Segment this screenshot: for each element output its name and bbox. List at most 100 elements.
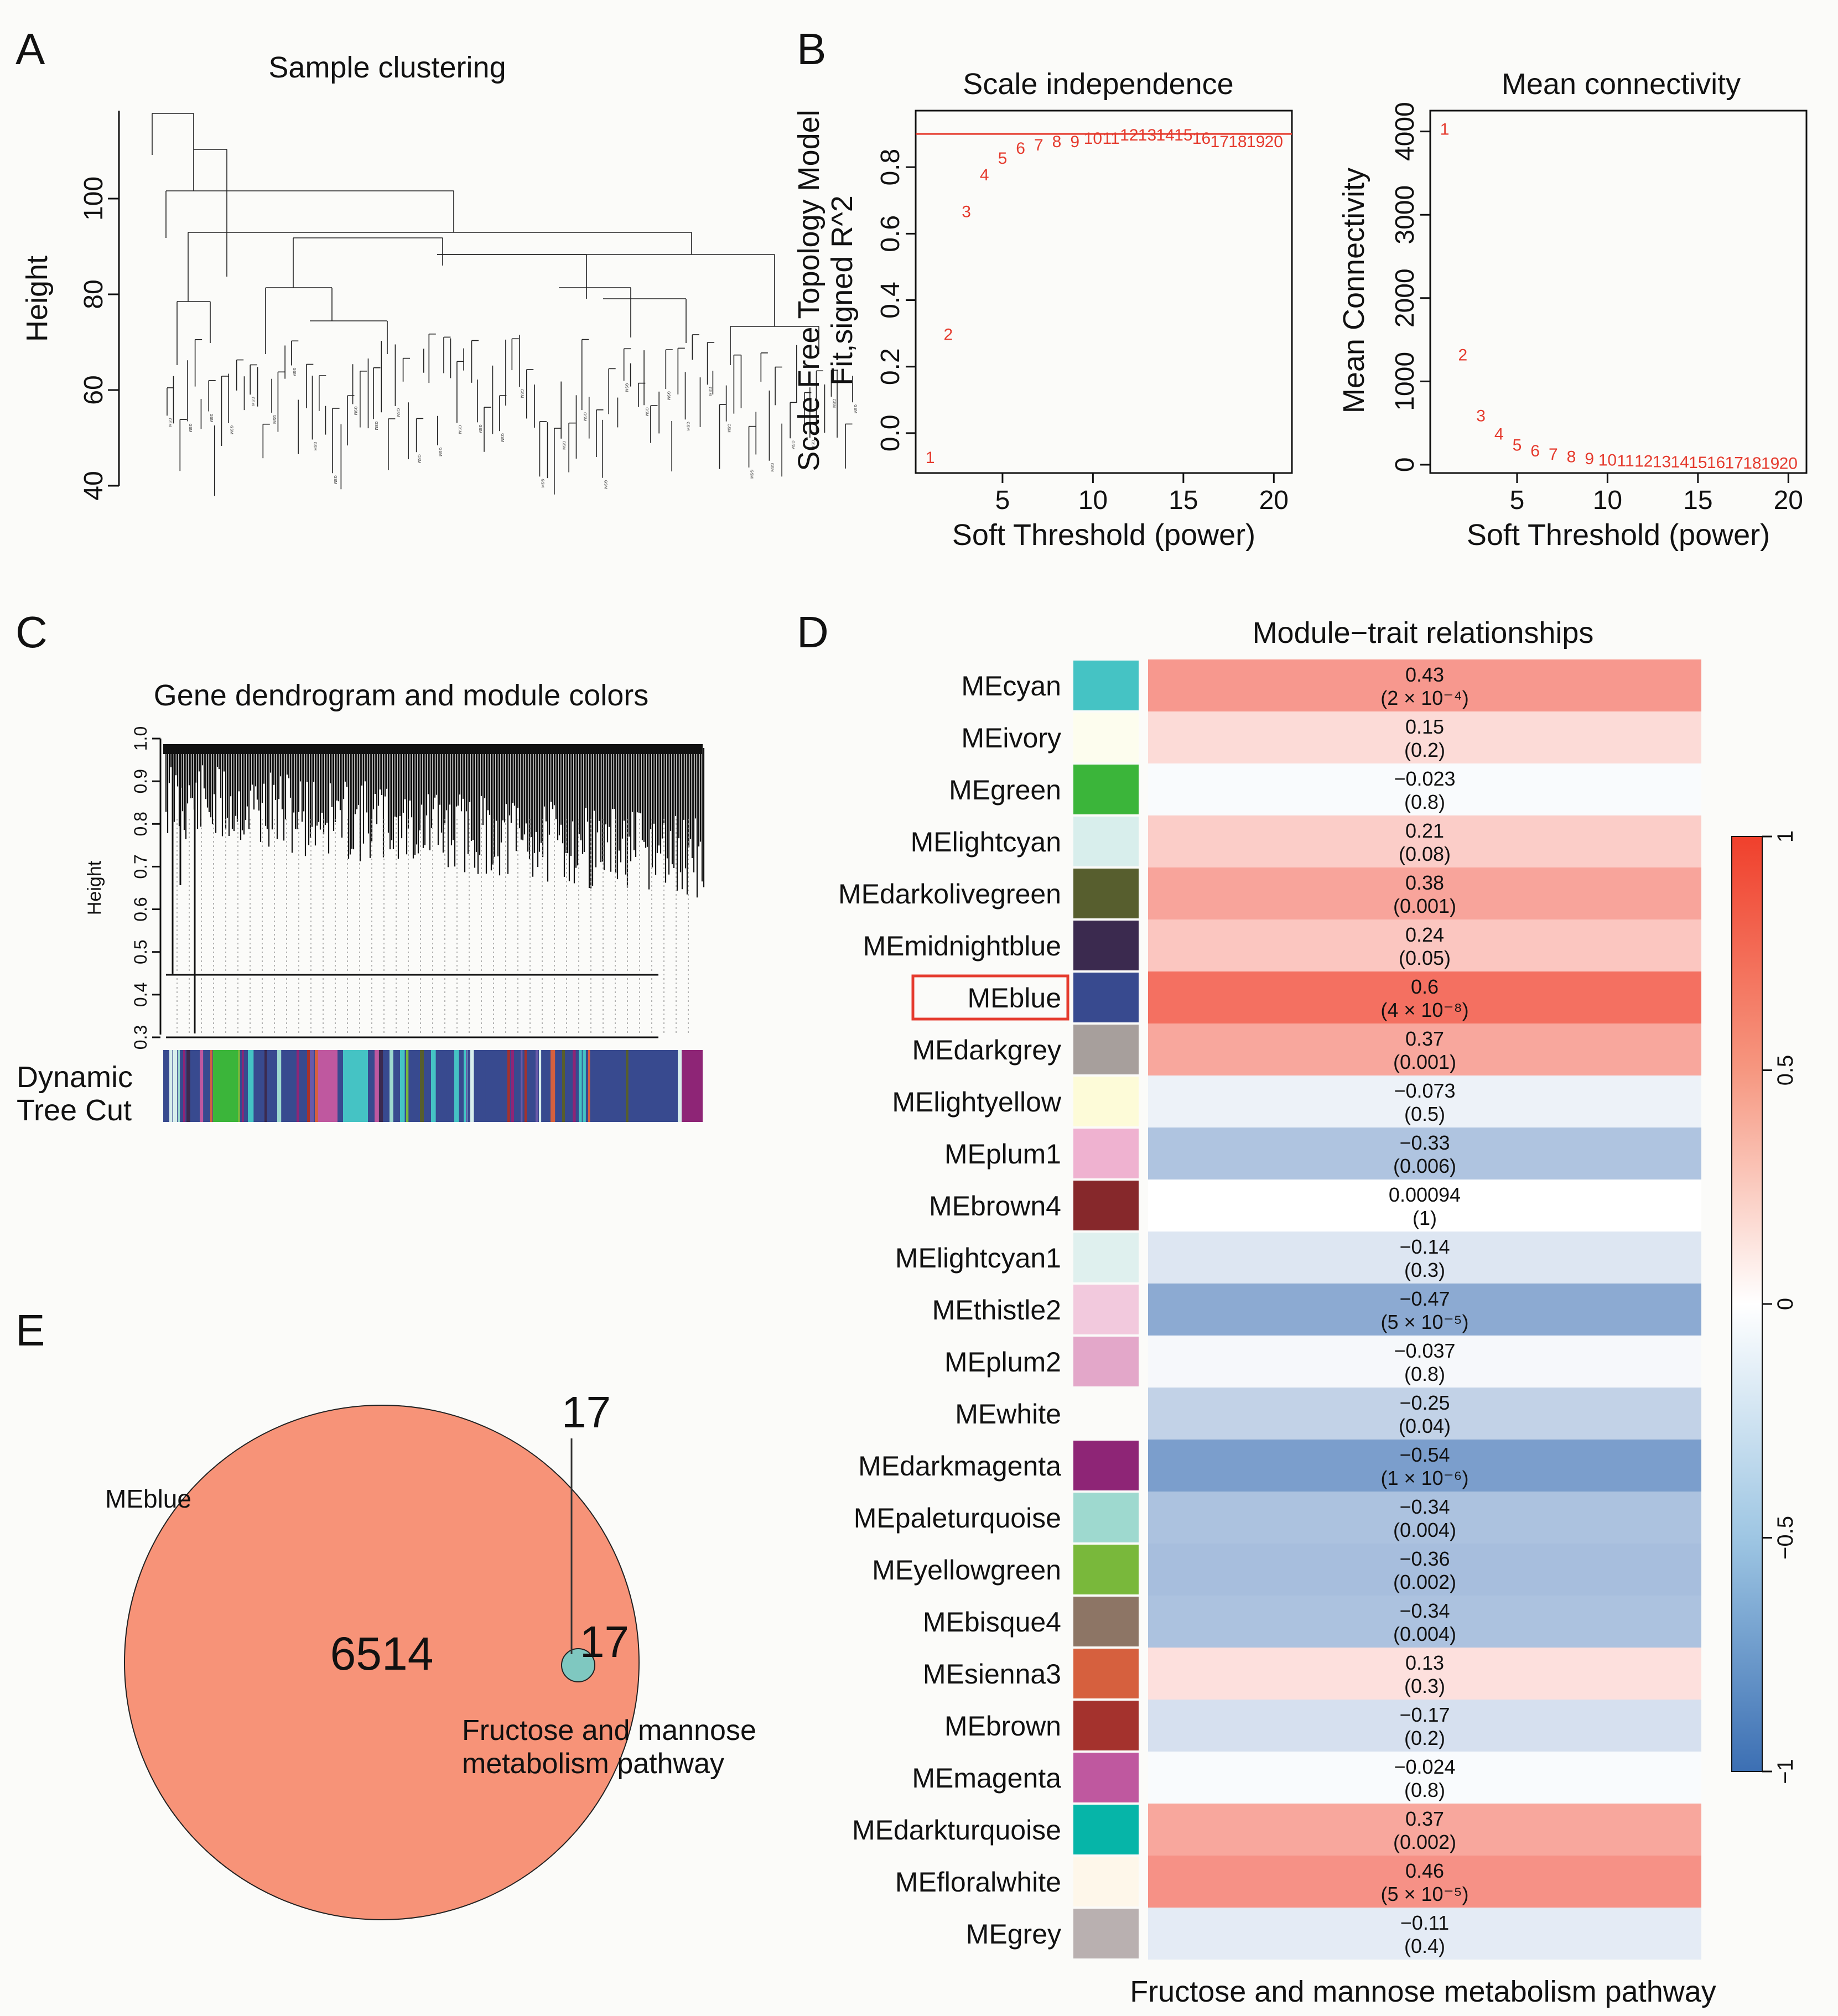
module-color-strip xyxy=(379,1050,383,1122)
power-point: 12 xyxy=(1634,453,1653,471)
correlation-value: 0.37 xyxy=(1405,1027,1444,1050)
scale-independence-title: Scale independence xyxy=(963,67,1233,101)
p-value: (5 × 10⁻⁵) xyxy=(1381,1311,1469,1333)
power-point: 13 xyxy=(1653,453,1671,471)
panel-a-tick-label: 60 xyxy=(79,375,108,404)
power-point: 3 xyxy=(962,202,971,221)
panel-a-tick-label: 80 xyxy=(79,279,108,309)
y-tick-label: 0.4 xyxy=(876,282,905,319)
module-color-strip xyxy=(562,1050,567,1122)
venn-label-meblue: MEblue xyxy=(105,1484,191,1513)
panel-c-tick-label: 0.6 xyxy=(131,897,150,921)
module-label: MEplum1 xyxy=(944,1139,1061,1170)
correlation-value: 0.38 xyxy=(1405,871,1444,894)
module-color-swatch xyxy=(1073,1077,1139,1126)
module-color-swatch xyxy=(1073,1181,1139,1230)
module-color-strip xyxy=(259,1050,263,1122)
correlation-value: −0.024 xyxy=(1394,1755,1455,1778)
panel-letter-d: D xyxy=(797,607,829,657)
power-point: 20 xyxy=(1265,133,1283,151)
sample-leaf-label: GSM xyxy=(770,463,773,472)
module-color-strip xyxy=(551,1050,555,1122)
module-color-swatch xyxy=(1073,1805,1139,1854)
power-point: 2 xyxy=(1458,346,1468,365)
heatmap-cell xyxy=(1148,659,1701,711)
power-point: 1 xyxy=(926,449,935,467)
power-point: 15 xyxy=(1174,126,1192,144)
panel-letter-a: A xyxy=(15,24,45,74)
power-point: 8 xyxy=(1567,448,1576,466)
legend-ticks: 1 0.5 0 −0.5 −1 xyxy=(1762,830,1798,1784)
panel-c-tick-label: 0.3 xyxy=(131,1025,150,1049)
panel-c-tick-label: 0.8 xyxy=(131,812,150,836)
module-color-strip xyxy=(454,1050,459,1122)
correlation-value: 0.13 xyxy=(1405,1651,1444,1674)
venn-count-fructose: 17 xyxy=(580,1617,629,1666)
heatmap-cell xyxy=(1148,1388,1701,1440)
p-value: (0.2) xyxy=(1404,1727,1445,1749)
module-color-strip xyxy=(507,1050,510,1122)
correlation-value: −0.33 xyxy=(1399,1131,1450,1154)
p-value: (0.3) xyxy=(1404,1259,1445,1281)
module-color-strip xyxy=(621,1050,625,1122)
heatmap-cell xyxy=(1148,1180,1701,1232)
module-color-strip xyxy=(464,1050,468,1122)
module-color-swatch xyxy=(1073,661,1139,710)
correlation-value: 0.43 xyxy=(1405,663,1444,686)
y-tick-label: 0.8 xyxy=(876,149,905,186)
module-label: MEcyan xyxy=(961,671,1061,702)
module-color-swatch xyxy=(1073,1909,1139,1958)
p-value: (0.2) xyxy=(1404,739,1445,761)
heatmap-cell xyxy=(1148,1075,1701,1127)
heatmap-title: Module−trait relationships xyxy=(1253,616,1594,650)
module-label: MEmagenta xyxy=(912,1763,1061,1794)
y-tick-label: 0.6 xyxy=(876,215,905,252)
panel-c-tick-label: 0.4 xyxy=(131,983,150,1007)
module-color-swatch xyxy=(1073,1493,1139,1542)
heatmap-cell xyxy=(1148,1492,1701,1544)
heatmap-cell xyxy=(1148,1023,1701,1075)
p-value: (5 × 10⁻⁵) xyxy=(1381,1883,1469,1905)
power-point: 19 xyxy=(1761,454,1779,472)
sample-leaf-label: GSM xyxy=(417,454,421,463)
correlation-value: 0.24 xyxy=(1405,923,1444,946)
module-color-swatch xyxy=(1073,973,1139,1022)
mean-connectivity-ylabel: Mean Connectivity xyxy=(1337,168,1370,413)
x-tick-label: 10 xyxy=(1078,486,1108,515)
module-color-swatch xyxy=(1073,713,1139,762)
module-color-strip xyxy=(678,1050,682,1122)
p-value: (0.05) xyxy=(1399,947,1451,969)
module-block-darkmagenta xyxy=(682,1050,703,1122)
sample-leaf-label: GSM xyxy=(853,404,857,413)
power-point: 17 xyxy=(1211,133,1229,151)
sample-leaf-label: GSM xyxy=(209,414,213,423)
sample-leaf-label: GSM xyxy=(333,475,337,484)
panel-a-tick-label: 40 xyxy=(79,471,108,500)
power-point: 6 xyxy=(1530,442,1540,460)
power-point: 9 xyxy=(1070,133,1079,151)
panel-c-tick-label: 0.5 xyxy=(131,939,150,964)
module-color-swatch xyxy=(1073,1285,1139,1334)
module-color-swatch xyxy=(1073,869,1139,918)
sample-leaf-label: GSM xyxy=(791,440,795,449)
heatmap-cell xyxy=(1148,1127,1701,1180)
module-color-strip xyxy=(481,1050,486,1122)
module-label: MEbrown xyxy=(944,1711,1061,1742)
module-color-strip xyxy=(527,1050,529,1122)
sample-leaf-label: GSM xyxy=(811,440,814,449)
scale-independence-axes: 0.00.20.40.60.85 10 15 20 xyxy=(876,149,1289,515)
module-color-strip xyxy=(400,1050,405,1122)
module-color-strip xyxy=(420,1050,424,1122)
power-point: 5 xyxy=(998,149,1008,168)
module-label: MElightcyan1 xyxy=(895,1243,1061,1274)
power-point: 1 xyxy=(1440,121,1450,139)
sample-leaf-label: GSM xyxy=(478,424,482,433)
sample-leaf-label: GSM xyxy=(520,389,524,398)
y-tick-label: 2000 xyxy=(1390,268,1420,328)
sample-leaf-label: GSM xyxy=(168,418,172,427)
sample-leaf-label: GSM xyxy=(540,479,544,487)
module-label: MEbisque4 xyxy=(923,1607,1061,1638)
scale-independence-ylabel-1: Scale Free Topology Model xyxy=(792,110,825,471)
